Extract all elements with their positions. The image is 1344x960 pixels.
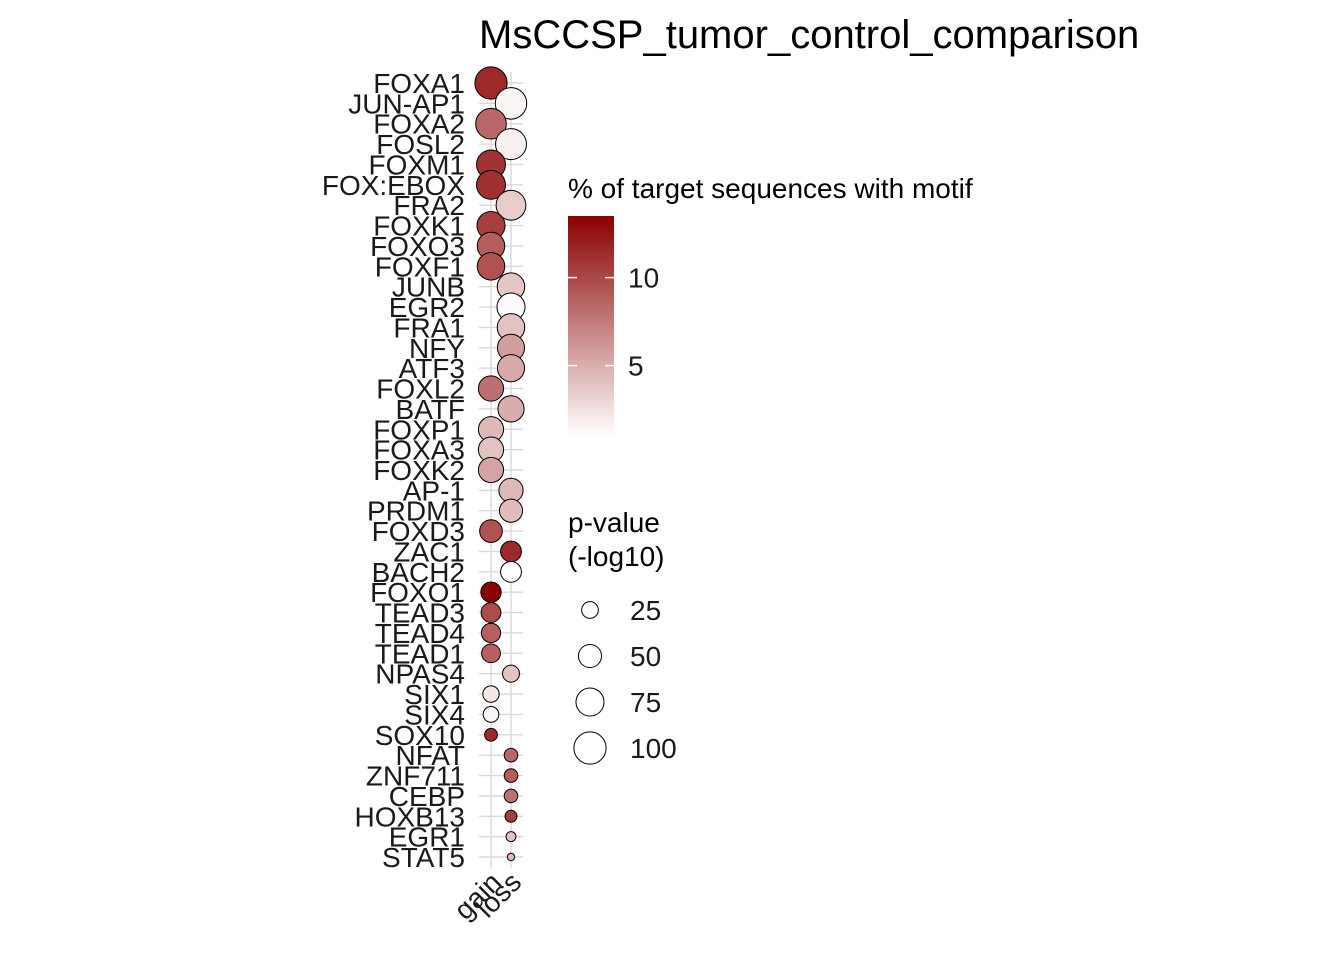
point-FOXL2-gain [477, 375, 505, 402]
y-tick-label: FOXF1 [375, 251, 465, 282]
y-tick-label: TEAD1 [375, 638, 465, 669]
chart-title: MsCCSP_tumor_control_comparison [479, 13, 1139, 57]
y-tick-label: FRA2 [393, 190, 465, 221]
size-key-circle [575, 687, 605, 717]
point-TEAD3-gain [480, 602, 502, 623]
y-tick-label: FOXO1 [370, 577, 465, 608]
y-tick-label: ZAC1 [393, 536, 465, 567]
y-tick-label: FOSL2 [376, 129, 465, 160]
size-legend: p-value (-log10) 25 50 75 100 [568, 507, 677, 765]
y-tick-label: TEAD3 [375, 598, 465, 629]
y-tick-label: TEAD4 [375, 618, 465, 649]
y-tick-label: NFY [409, 333, 465, 364]
y-tick-label: FOXM1 [369, 149, 465, 180]
size-key-label: 25 [630, 595, 661, 626]
point-TEAD1-gain [481, 643, 501, 664]
y-tick-label: FOXA2 [373, 109, 465, 140]
y-tick-label: ATF3 [399, 353, 465, 384]
y-tick-label: PRDM1 [367, 496, 465, 527]
y-tick-label: JUNB [392, 272, 465, 303]
color-legend-title: % of target sequences with motif [568, 173, 973, 204]
y-tick-label: FOXA1 [373, 68, 465, 99]
point-STAT5-loss [506, 852, 516, 862]
point-TEAD4-gain [480, 622, 502, 644]
y-tick-label: EGR1 [389, 822, 465, 853]
size-legend-title-line2: (-log10) [568, 541, 664, 572]
point-FOXO1-gain [480, 581, 502, 603]
point-FOXD3-gain [479, 519, 503, 543]
y-tick-label: FOX:EBOX [322, 170, 465, 201]
point-ZNF711-loss [503, 768, 519, 783]
point-NPAS4-loss [501, 664, 521, 683]
size-key-circle [573, 731, 607, 765]
y-tick-label: SIX4 [404, 699, 465, 730]
y-tick-label: FOXD3 [372, 516, 465, 547]
y-tick-label: JUN-AP1 [348, 88, 465, 119]
point-FOXF1-gain [476, 252, 506, 281]
y-tick-label: BATF [396, 394, 465, 425]
y-tick-label: FRA1 [393, 312, 465, 343]
point-CEBP-loss [503, 788, 519, 804]
size-key-label: 100 [630, 733, 677, 764]
y-tick-label: FOXK2 [373, 455, 465, 486]
point-EGR1-loss [505, 831, 517, 843]
y-tick-label: FOXK1 [373, 211, 465, 242]
point-NFAT-loss [503, 747, 519, 763]
size-legend-title-line1: p-value [568, 507, 660, 538]
point-HOXB13-loss [504, 809, 518, 823]
y-tick-label: EGR2 [389, 292, 465, 323]
color-legend: % of target sequences with motif 10 5 [568, 173, 973, 436]
size-key-label: 75 [630, 687, 661, 718]
color-tick-label: 10 [628, 263, 659, 294]
y-tick-label: SIX1 [404, 679, 465, 710]
y-axis-labels: FOXA1JUN-AP1FOXA2FOSL2FOXM1FOX:EBOXFRA2F… [322, 68, 465, 873]
color-legend-bar [568, 216, 614, 436]
y-tick-label: NPAS4 [375, 659, 465, 690]
y-tick-label: FOXO3 [370, 231, 465, 262]
color-legend-ticks: 10 5 [568, 263, 659, 382]
y-tick-label: NFAT [396, 740, 465, 771]
size-key-circle [577, 643, 603, 669]
point-FRA2-loss [495, 189, 527, 221]
point-SOX10-gain [484, 727, 498, 742]
point-BATF-loss [497, 395, 525, 423]
y-tick-label: SOX10 [375, 720, 465, 751]
point-FOXA2-gain [475, 107, 507, 140]
point-SIX4-gain [482, 706, 500, 723]
point-BACH2-loss [500, 560, 522, 583]
point-ATF3-loss [496, 354, 526, 383]
size-legend-keys: 25 50 75 100 [573, 595, 677, 765]
size-key-label: 50 [630, 641, 661, 672]
point-FOSL2-loss [495, 128, 527, 161]
point-JUN-AP1-loss [494, 87, 528, 120]
y-tick-label: AP-1 [403, 475, 465, 506]
y-tick-label: BACH2 [372, 557, 465, 588]
point-FOX:EBOX-gain [476, 169, 506, 200]
point-FOXA1-gain [474, 66, 508, 100]
size-key-circle [581, 601, 599, 619]
point-ZAC1-loss [500, 540, 522, 563]
y-tick-label: CEBP [389, 781, 465, 812]
y-tick-label: FOXA3 [373, 435, 465, 466]
y-tick-label: HOXB13 [355, 801, 466, 832]
y-tick-label: STAT5 [382, 842, 465, 873]
point-PRDM1-loss [498, 498, 524, 523]
y-tick-label: ZNF711 [366, 761, 465, 792]
point-FOXK2-gain [477, 456, 505, 484]
y-tick-label: FOXL2 [376, 374, 465, 405]
color-tick-label: 5 [628, 351, 644, 382]
data-points [474, 66, 528, 862]
point-SIX1-gain [482, 685, 500, 703]
y-tick-label: FOXP1 [373, 414, 465, 445]
